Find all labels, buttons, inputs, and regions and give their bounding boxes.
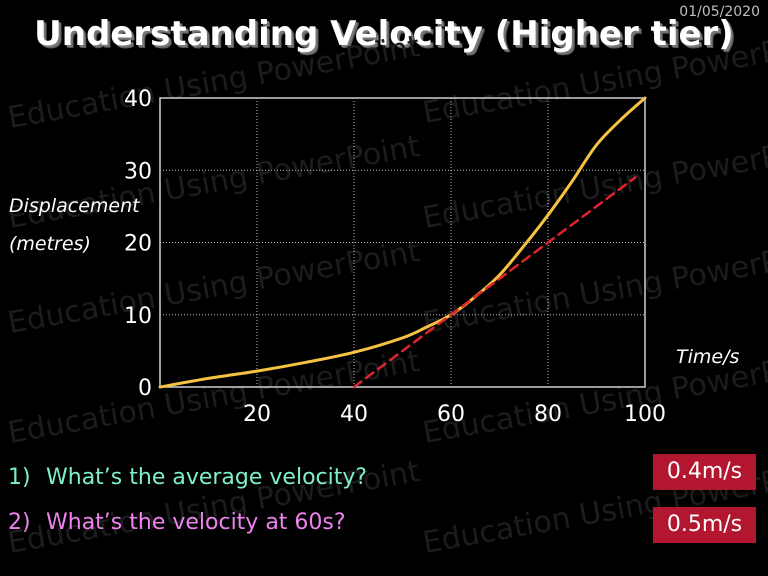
question-1-text: What’s the average velocity? [46,465,368,490]
question-1: 1) What’s the average velocity? [8,465,367,490]
y-tick-label: 10 [124,304,152,329]
y-axis-label-line1: Displacement [9,195,140,217]
question-2-number: 2) [8,510,31,535]
answer-2-box[interactable]: 0.5m/s [653,507,756,543]
answer-1-box[interactable]: 0.4m/s [653,454,756,490]
page-title: Understanding Velocity (Higher tier) [34,14,734,54]
question-2-text: What’s the velocity at 60s? [46,510,346,535]
y-axis-label-line2: (metres) [9,233,91,255]
x-tick-label: 20 [243,402,271,427]
question-1-number: 1) [8,465,31,490]
tangent-line [352,176,637,389]
x-tick-label: 80 [534,402,562,427]
date-label: 01/05/2020 [679,4,760,20]
y-tick-label: 0 [138,376,152,401]
question-2: 2) What’s the velocity at 60s? [8,510,346,535]
x-tick-label: 100 [624,402,666,427]
y-tick-label: 20 [124,232,152,257]
x-tick-label: 40 [340,402,368,427]
x-tick-label: 60 [437,402,465,427]
y-tick-label: 40 [124,87,152,112]
x-axis-label: Time/s [676,346,740,368]
y-tick-label: 30 [124,159,152,184]
